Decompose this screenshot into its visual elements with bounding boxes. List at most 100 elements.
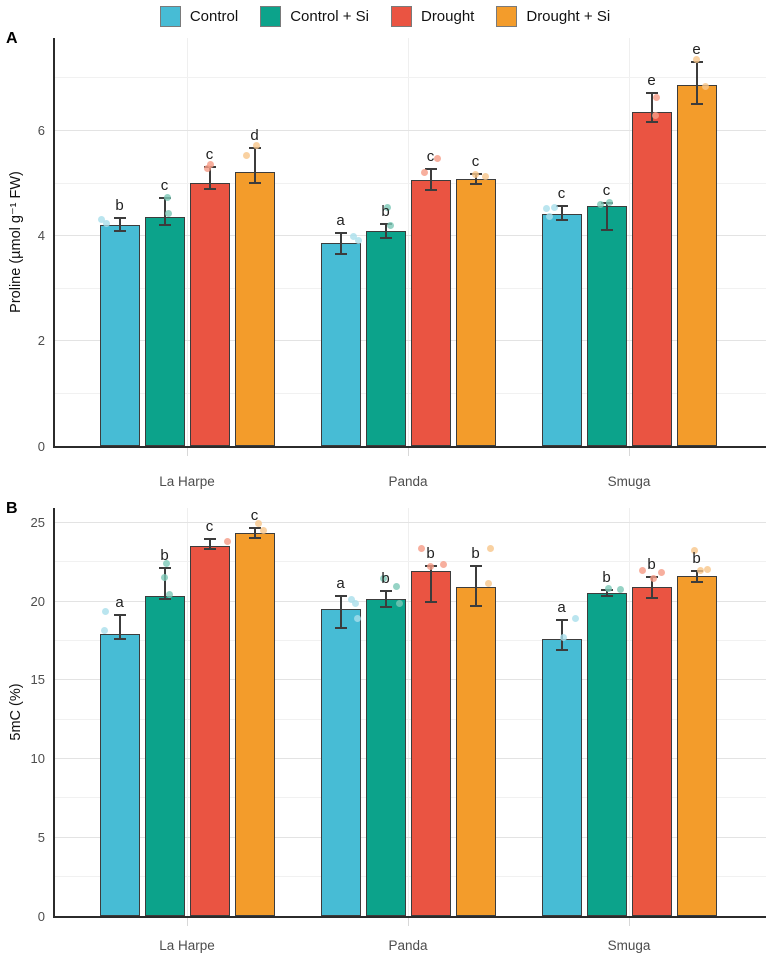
legend-swatch-drought-si [496, 6, 518, 27]
sig-letter: c [205, 518, 214, 536]
legend-label: Control [189, 8, 239, 25]
bar [586, 206, 627, 447]
jitter-point [658, 569, 665, 576]
sig-letter: e [647, 72, 656, 90]
error-bar-cap-top [334, 231, 347, 234]
bar [320, 243, 361, 447]
y-tick-label: 10 [30, 751, 45, 767]
jitter-point [165, 209, 172, 217]
jitter-point [393, 583, 401, 591]
error-bar-line [650, 93, 653, 123]
sig-letter: d [250, 127, 259, 145]
y-tick-label: 25 [30, 515, 45, 531]
error-bar-cap-bottom [600, 595, 613, 598]
sig-letter: a [115, 593, 124, 611]
error-bar-line [474, 173, 477, 184]
error-bar-line [208, 539, 211, 549]
error-bar-line [650, 577, 653, 598]
y-tick-label: 4 [37, 228, 45, 244]
bar [586, 592, 627, 917]
error-bar-cap-top [379, 590, 392, 593]
bar [541, 638, 582, 917]
jitter-point [652, 93, 660, 101]
error-bar-cap-top [203, 538, 216, 541]
jitter-point [259, 526, 267, 534]
sig-letter: b [602, 568, 611, 586]
jitter-point [472, 171, 479, 179]
bar [99, 224, 140, 447]
error-bar-cap-bottom [645, 596, 658, 599]
x-category-label: La Harpe [159, 938, 215, 953]
jitter-point [605, 584, 612, 592]
jitter-point [546, 212, 553, 220]
error-bar-line [163, 198, 166, 225]
x-category-label: Smuga [607, 938, 651, 953]
jitter-point [386, 222, 394, 230]
jitter-point [484, 580, 492, 588]
jitter-point [652, 112, 659, 120]
x-category-label: Smuga [607, 474, 651, 489]
error-bar-line [560, 206, 563, 221]
error-bar-cap-top [690, 569, 703, 572]
sig-letter: c [426, 148, 435, 166]
gridline-vertical [408, 508, 409, 916]
y-axis-line [53, 508, 55, 918]
jitter-point [396, 600, 403, 608]
legend-swatch-control-si [260, 6, 282, 27]
gridline-major [55, 130, 766, 132]
error-bar-cap-bottom [379, 606, 392, 609]
error-bar-cap-top [555, 205, 568, 208]
jitter-point [421, 168, 428, 176]
gridline-vertical [187, 38, 188, 446]
jitter-point [243, 151, 250, 159]
bar [676, 575, 717, 917]
error-bar-line [163, 567, 166, 600]
x-tick [629, 917, 630, 926]
jitter-point [98, 215, 105, 223]
jitter-point [606, 199, 614, 207]
error-bar-line [605, 202, 608, 230]
sig-letter: b [692, 549, 701, 567]
bar [234, 172, 275, 447]
error-bar-line [118, 614, 121, 639]
x-category-label: Panda [388, 938, 428, 953]
x-tick [629, 447, 630, 456]
error-bar-cap-bottom [690, 580, 703, 583]
sig-letter: c [250, 507, 259, 525]
error-bar-cap-bottom [158, 598, 171, 601]
jitter-point [697, 567, 704, 575]
error-bar-cap-bottom [600, 228, 613, 231]
jitter-point [487, 545, 495, 553]
error-bar-cap-top [334, 595, 347, 598]
legend-item-drought: Drought [390, 6, 474, 27]
jitter-point [380, 575, 387, 583]
x-tick [408, 447, 409, 456]
error-bar-line [118, 218, 121, 231]
panel-b-label: B [6, 500, 18, 517]
jitter-point [165, 591, 173, 599]
panel-a-label: A [6, 30, 18, 47]
x-tick [187, 447, 188, 456]
jitter-point [355, 236, 362, 244]
legend: Control Control + Si Drought Drought + Si [0, 6, 770, 27]
sig-letter: b [381, 570, 390, 588]
jitter-point [204, 164, 211, 172]
x-axis-line [53, 445, 766, 448]
bar [365, 230, 406, 447]
y-tick-label: 0 [37, 438, 45, 454]
gridline-vertical [187, 508, 188, 916]
error-bar-cap-bottom [203, 187, 216, 190]
error-bar-line [208, 166, 211, 189]
sig-letter: b [426, 545, 435, 563]
error-bar-line [339, 232, 342, 254]
sig-letter: c [160, 177, 169, 195]
y-tick-label: 5 [37, 829, 45, 845]
legend-swatch-control [159, 6, 181, 27]
bar [144, 596, 185, 917]
error-bar-cap-top [645, 92, 658, 95]
jitter-point [693, 55, 700, 63]
error-bar-line [695, 61, 698, 104]
gridline-minor [55, 561, 766, 563]
y-tick-label: 2 [37, 333, 45, 349]
bar [144, 216, 185, 447]
